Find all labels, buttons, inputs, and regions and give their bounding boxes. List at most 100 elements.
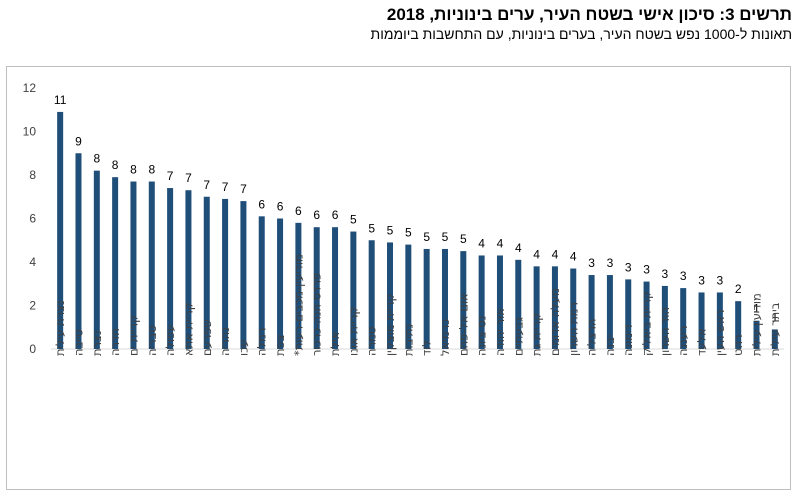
- data-label: 8: [130, 163, 137, 177]
- category-label: אילת: [328, 332, 342, 356]
- category-label: טבריה: [145, 325, 159, 356]
- bar: [735, 301, 742, 349]
- data-label: 5: [460, 232, 467, 246]
- category-label: פרדס חנה-כרכור: [310, 273, 324, 356]
- data-label: 5: [405, 226, 412, 240]
- bar: [222, 198, 229, 349]
- bar: [771, 329, 778, 349]
- bar: [533, 266, 540, 349]
- bar: [753, 320, 760, 349]
- category-label: טייבה: [71, 329, 85, 356]
- bar: [588, 275, 595, 349]
- category-label: שפרעם: [200, 319, 214, 356]
- category-label: רמלה: [255, 328, 269, 356]
- bar: [57, 111, 64, 349]
- bar: [130, 181, 137, 349]
- category-label: קריית אונו: [346, 306, 360, 356]
- category-label: מעלה אדומים: [548, 288, 562, 356]
- bar: [277, 218, 284, 349]
- bar: [405, 244, 412, 349]
- data-label: 3: [625, 260, 632, 274]
- data-label: 3: [643, 263, 650, 277]
- category-label: נצרת: [90, 331, 104, 356]
- data-label: 7: [167, 169, 174, 183]
- category-label: גבעתיים: [511, 317, 525, 356]
- bar: [680, 288, 687, 349]
- bar: [313, 227, 320, 349]
- bar: [258, 216, 265, 349]
- y-tick-label: 6: [29, 212, 36, 226]
- data-label: 7: [240, 182, 247, 196]
- data-label: 4: [515, 241, 522, 255]
- data-label: 11: [54, 93, 67, 107]
- data-label: 8: [148, 163, 155, 177]
- data-label: 7: [185, 171, 192, 185]
- bar: [332, 227, 339, 349]
- category-label: קריית מוצקין: [383, 293, 397, 356]
- data-label: 5: [423, 230, 430, 244]
- bar: [167, 188, 174, 349]
- data-label: 3: [680, 269, 687, 283]
- data-label: 1: [771, 310, 778, 324]
- chart-frame: 0 2 4 6 8 10 12 11 נצרת עילית 9 טייבה 8 נצרת 8 חדרה 8 קר…: [6, 66, 791, 490]
- bar: [496, 255, 503, 349]
- bar: [643, 281, 650, 349]
- y-tick-label: 0: [29, 342, 36, 356]
- bar: [661, 285, 668, 349]
- category-label: קריית ים: [126, 315, 140, 356]
- bar: [387, 242, 394, 349]
- category-label: נתיבות: [401, 324, 415, 356]
- category-label: נהריה: [218, 327, 232, 356]
- category-label: קריית אתא: [181, 302, 195, 356]
- data-label: 6: [313, 208, 320, 222]
- category-label: רעננה: [676, 326, 690, 356]
- category-label: אלעד: [695, 328, 709, 356]
- data-label: 8: [112, 158, 119, 172]
- category-label: נס ציונה: [475, 316, 489, 356]
- bar: [295, 222, 302, 349]
- bar: [441, 248, 448, 349]
- data-label: 6: [258, 197, 265, 211]
- data-label: 3: [588, 256, 595, 270]
- y-tick-label: 8: [29, 168, 36, 182]
- data-label: 4: [552, 247, 559, 261]
- bar: [625, 279, 632, 349]
- y-tick-label: 2: [29, 299, 36, 313]
- category-label: כרמיאל: [438, 319, 452, 356]
- category-label: עכו: [236, 340, 250, 356]
- data-label: 8: [93, 152, 100, 166]
- category-label: מודיעין עילית: [750, 293, 764, 356]
- data-label: 3: [698, 273, 705, 287]
- bar: [551, 266, 558, 349]
- data-label: 2: [735, 282, 742, 296]
- category-label: הוד השרון: [658, 307, 672, 356]
- data-label: 6: [332, 208, 339, 222]
- data-label: 7: [222, 180, 229, 194]
- bar: [203, 196, 210, 349]
- data-label: 7: [203, 178, 210, 192]
- data-label: 3: [717, 273, 724, 287]
- category-label: מודיעין-מכבים-רעות*: [291, 254, 305, 356]
- bar: [75, 153, 82, 349]
- bar: [148, 181, 155, 349]
- category-label: אור יהודה: [493, 308, 507, 356]
- category-label: עפולה: [163, 324, 177, 356]
- category-label: צפת: [273, 334, 287, 356]
- category-label: לוד: [420, 340, 434, 356]
- category-label: דימונה: [621, 324, 635, 356]
- data-label: 5: [368, 221, 375, 235]
- bar: [350, 231, 357, 349]
- category-label: ביתר עילית: [768, 302, 782, 356]
- category-label: אום אל-פחם: [456, 293, 470, 356]
- data-label: 5: [387, 223, 394, 237]
- bar: [112, 177, 119, 349]
- bar: [185, 190, 192, 349]
- y-tick-label: 4: [29, 255, 36, 269]
- y-tick-label: 12: [23, 81, 37, 95]
- data-label: 6: [295, 204, 302, 218]
- category-label: הרצליה: [585, 319, 599, 356]
- bar: [460, 251, 467, 349]
- y-tick-label: 10: [23, 125, 37, 139]
- data-label: 6: [277, 200, 284, 214]
